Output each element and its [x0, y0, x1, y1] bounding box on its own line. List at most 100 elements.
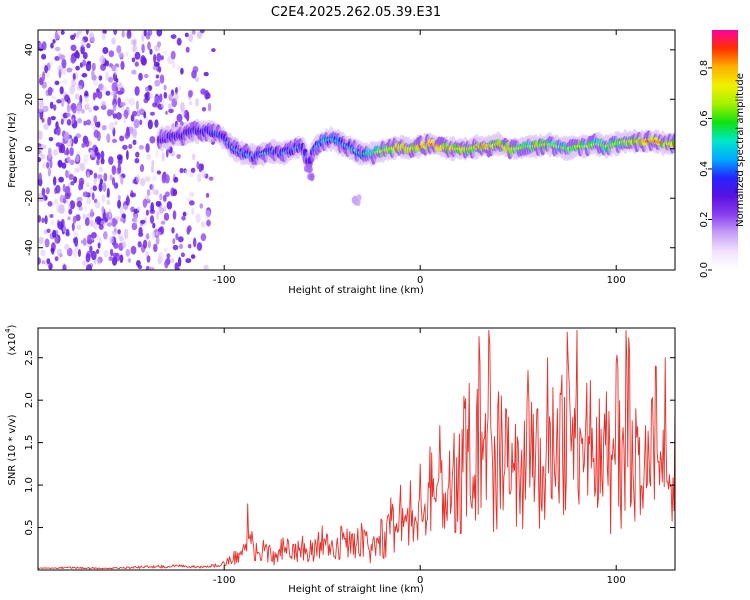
- noise-blob: [61, 162, 67, 169]
- noise-blob: [97, 91, 103, 99]
- noise-blob: [144, 73, 149, 79]
- noise-blob: [152, 175, 157, 182]
- noise-blob: [73, 136, 79, 145]
- noise-blob: [211, 48, 216, 53]
- noise-blob: [119, 135, 125, 142]
- noise-blob: [91, 62, 96, 72]
- noise-blob: [58, 176, 64, 183]
- noise-blob: [85, 61, 92, 72]
- noise-blob: [135, 151, 140, 158]
- noise-blob: [42, 161, 46, 169]
- noise-blob: [140, 55, 146, 65]
- noise-blob: [42, 105, 49, 113]
- noise-blob: [113, 30, 118, 36]
- noise-blob: [75, 155, 80, 162]
- noise-blob: [136, 260, 141, 267]
- noise-blob: [130, 192, 136, 198]
- noise-blob: [197, 173, 202, 183]
- noise-blob: [103, 172, 108, 182]
- noise-blob: [191, 153, 196, 161]
- noise-blob: [74, 93, 80, 100]
- noise-blob: [105, 71, 109, 81]
- noise-blob: [138, 226, 143, 234]
- noise-blob: [200, 233, 207, 242]
- noise-blob: [60, 118, 64, 125]
- noise-blob: [40, 153, 46, 160]
- noise-blob: [69, 159, 75, 166]
- noise-blob: [72, 248, 78, 258]
- noise-blob: [76, 104, 82, 115]
- noise-blob: [147, 119, 153, 130]
- noise-blob: [117, 229, 121, 235]
- noise-blob: [51, 220, 55, 226]
- snr-y-multiplier-base: (x10: [7, 333, 18, 356]
- noise-blob: [41, 41, 47, 51]
- noise-blob: [74, 167, 80, 173]
- noise-blob: [41, 187, 46, 197]
- spectrogram-y-label: Frequency (Hz): [7, 112, 18, 188]
- noise-blob: [85, 253, 91, 263]
- noise-blob: [206, 219, 211, 227]
- noise-blob: [84, 90, 89, 97]
- noise-blob: [85, 102, 91, 108]
- noise-blob: [193, 237, 197, 248]
- noise-blob: [126, 150, 129, 160]
- noise-blob: [137, 205, 141, 211]
- noise-blob: [185, 258, 192, 264]
- noise-blob: [84, 95, 89, 103]
- noise-blob: [203, 264, 209, 270]
- noise-blob: [52, 229, 57, 238]
- noise-blob: [196, 31, 203, 39]
- snr-y-multiplier: (x104): [4, 324, 18, 355]
- noise-blob: [131, 57, 136, 63]
- noise-blob: [98, 182, 103, 192]
- noise-blob: [49, 60, 54, 67]
- noise-blob: [133, 38, 137, 47]
- noise-blob: [60, 97, 65, 107]
- noise-blob: [119, 87, 125, 95]
- noise-blob: [135, 100, 139, 111]
- noise-blob: [106, 199, 111, 206]
- noise-blob: [146, 255, 151, 263]
- noise-blob: [180, 67, 184, 75]
- noise-blob: [63, 131, 70, 142]
- noise-blob: [68, 208, 73, 215]
- noise-blob: [94, 146, 99, 157]
- noise-blob: [38, 236, 44, 245]
- noise-blob: [208, 176, 214, 181]
- noise-blob: [162, 194, 167, 202]
- spectrogram-y-tick-label: -20: [24, 190, 35, 206]
- noise-blob: [143, 30, 147, 37]
- noise-blob: [101, 100, 107, 107]
- noise-blob: [112, 166, 116, 171]
- colorbar-tick-label: 0.2: [699, 212, 710, 228]
- noise-blob: [195, 77, 199, 83]
- noise-blob: [140, 178, 146, 187]
- noise-blob: [83, 153, 89, 162]
- noise-blob: [38, 148, 43, 156]
- noise-blob: [182, 211, 187, 217]
- noise-blob: [75, 65, 80, 71]
- noise-blob: [41, 117, 45, 123]
- noise-blob: [172, 188, 178, 196]
- snr-series-line: [38, 330, 675, 570]
- noise-blob: [71, 222, 75, 232]
- noise-blob: [152, 222, 156, 229]
- noise-blob: [168, 93, 173, 102]
- noise-blob: [191, 207, 195, 215]
- noise-blob: [54, 198, 58, 206]
- noise-blob: [127, 257, 132, 263]
- noise-blob: [97, 242, 101, 249]
- noise-blob: [120, 102, 126, 107]
- noise-blob: [109, 109, 115, 116]
- noise-blob: [55, 184, 61, 194]
- noise-blob: [91, 232, 97, 239]
- noise-blob: [64, 192, 71, 200]
- spectrogram-marks: [38, 30, 675, 270]
- noise-blob: [157, 205, 163, 216]
- noise-blob: [122, 144, 128, 150]
- noise-blob: [91, 192, 95, 201]
- noise-blob: [54, 46, 61, 52]
- noise-blob: [86, 264, 92, 270]
- noise-blob: [117, 199, 122, 209]
